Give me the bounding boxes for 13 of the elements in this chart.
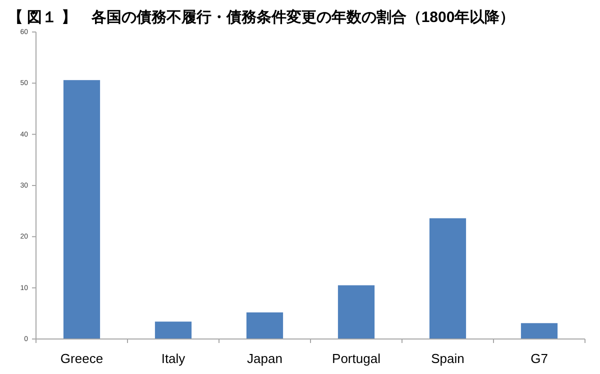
chart-title: 【 図１ 】 各国の債務不履行・債務条件変更の年数の割合（1800年以降） <box>8 8 515 26</box>
x-tick-label: Italy <box>161 351 186 366</box>
bar <box>429 218 466 339</box>
x-tick-label: Greece <box>60 351 104 366</box>
bar <box>338 285 375 339</box>
x-tick-label: Portugal <box>332 351 381 366</box>
bar <box>63 80 100 339</box>
x-tick-label: Japan <box>247 351 282 366</box>
x-tick-label: Spain <box>431 351 464 366</box>
bar <box>520 323 558 339</box>
bar <box>154 322 192 339</box>
x-tick-label: G7 <box>530 351 548 366</box>
bar <box>246 312 284 339</box>
